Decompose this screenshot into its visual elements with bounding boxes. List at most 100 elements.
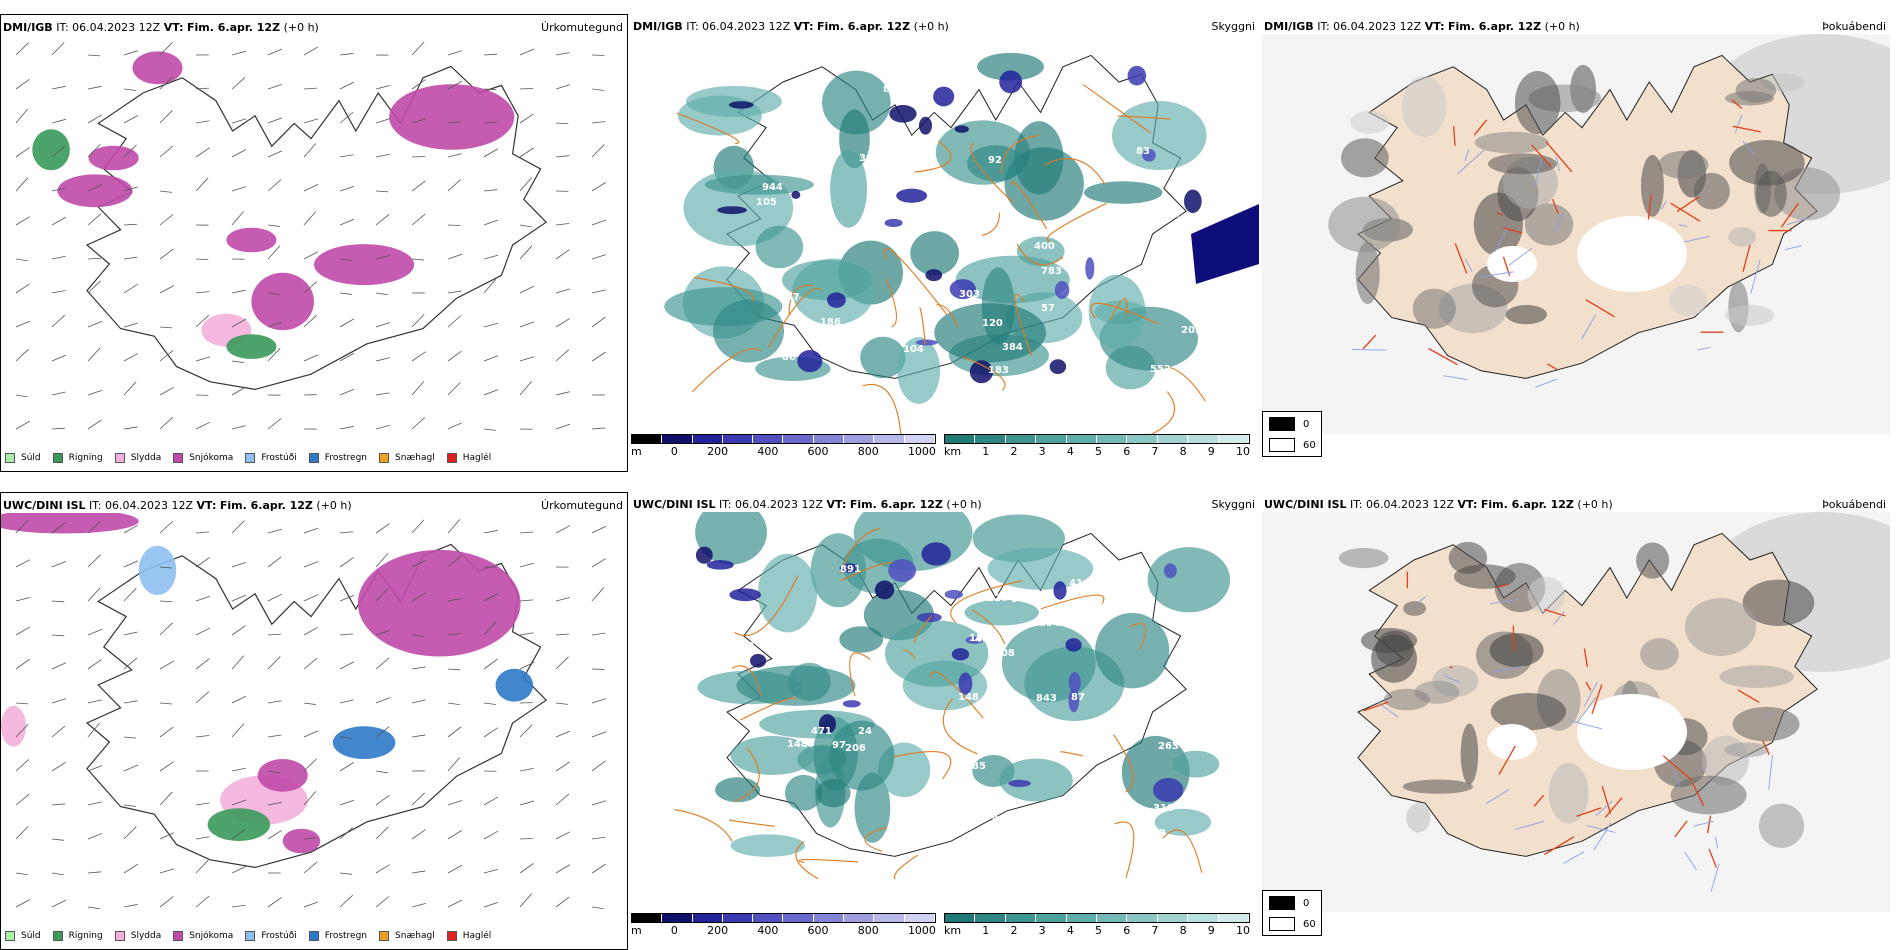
wind-barb xyxy=(375,118,391,124)
wind-barb xyxy=(51,354,67,362)
color-step xyxy=(632,435,663,443)
wind-barb xyxy=(447,253,463,260)
wind-barb xyxy=(159,42,173,56)
wind-barb xyxy=(519,767,534,772)
height-scale-bottom: m 0 200 400 600 800 1000 xyxy=(631,913,936,937)
cloud-base-label: 40 xyxy=(975,634,989,645)
wind-barb xyxy=(159,566,173,569)
cloud-base-label: 98 xyxy=(740,641,754,652)
wind-barb xyxy=(51,600,65,603)
road-line xyxy=(1583,648,1589,668)
wind-barb xyxy=(303,626,319,636)
low-visibility-area xyxy=(964,599,1039,626)
wind-barb xyxy=(519,48,535,56)
wind-barb xyxy=(483,389,499,396)
wind-barb xyxy=(267,734,282,738)
wind-barb xyxy=(267,528,282,534)
wind-barb xyxy=(519,724,533,738)
wind-barb xyxy=(519,113,534,124)
river-line xyxy=(1535,378,1558,388)
wind-barb xyxy=(267,150,283,158)
wind-barb xyxy=(51,41,65,56)
road-line xyxy=(1449,666,1453,669)
wind-barb xyxy=(519,562,534,568)
legend-label: Frostregn xyxy=(324,931,368,941)
road-line xyxy=(1708,848,1717,868)
wind-barb xyxy=(267,179,282,192)
wind-barb xyxy=(267,700,282,704)
wind-barb xyxy=(447,315,462,328)
forecast-offset: (+0 h) xyxy=(946,498,982,511)
wind-barb xyxy=(15,702,29,705)
color-step xyxy=(904,914,935,922)
wind-barb xyxy=(15,559,31,568)
precip-area xyxy=(226,334,277,359)
wind-barb xyxy=(591,351,606,362)
color-step xyxy=(692,435,723,443)
wind-barb xyxy=(123,587,137,602)
wind-barb xyxy=(159,868,174,874)
cloud-base-label: 80 xyxy=(1166,209,1180,220)
wind-barb xyxy=(51,85,66,90)
legend-swatch xyxy=(446,931,457,941)
road-line xyxy=(1016,243,1064,266)
cloud-base-label: 183 xyxy=(988,365,1009,376)
low-visibility-area xyxy=(784,774,823,811)
wind-barb xyxy=(159,761,174,772)
vt-value: Fim. 6.apr. 12Z xyxy=(849,498,943,511)
legend-item: Slydda xyxy=(114,453,161,463)
road-line xyxy=(885,278,898,328)
low-visibility-area xyxy=(1154,808,1212,836)
road-line xyxy=(1691,781,1705,807)
low-visibility-area xyxy=(781,260,873,301)
wind-barb xyxy=(123,144,137,158)
cloud-base-label: 93 xyxy=(1075,333,1089,344)
wind-barb xyxy=(519,661,535,670)
panel-header: DMI/IGB IT: 06.04.2023 12Z VT: Fim. 6.ap… xyxy=(633,20,1255,34)
wind-barb xyxy=(231,77,246,90)
wind-barb xyxy=(87,722,100,738)
cloud-base-label: 60 xyxy=(934,288,948,299)
road-line xyxy=(733,747,760,803)
scale-tick-label: 5 xyxy=(1095,445,1103,458)
cloud-base-label: 301 xyxy=(859,153,880,164)
wind-barb xyxy=(15,658,30,670)
fog-area xyxy=(1735,77,1777,103)
wind-barb xyxy=(15,723,29,738)
cloud-base-label: 41 xyxy=(1069,578,1083,589)
cloud-base-area xyxy=(1049,359,1067,375)
road-line xyxy=(676,112,740,145)
wind-barb xyxy=(411,180,426,192)
low-visibility-area xyxy=(816,778,851,808)
wind-barb xyxy=(123,353,139,362)
low-visibility-area xyxy=(860,336,906,379)
precip-map xyxy=(1,513,627,923)
vt-value: Fim. 6.apr. 12Z xyxy=(1480,498,1574,511)
road-line xyxy=(1090,302,1160,325)
road-line xyxy=(864,826,887,852)
river-line xyxy=(1710,863,1720,892)
color-step xyxy=(975,435,1006,443)
wind-barb xyxy=(231,655,245,670)
wind-barb xyxy=(51,634,65,637)
wind-barb xyxy=(87,85,102,90)
wind-barb xyxy=(123,50,139,56)
map-background xyxy=(1,513,627,923)
fog-legend-swatch xyxy=(1269,417,1295,431)
low-visibility-area xyxy=(685,85,782,117)
precip-panel-bottom: UWC/DINI ISL IT: 06.04.2023 12Z VT: Fim.… xyxy=(0,492,628,950)
road-line xyxy=(729,819,775,827)
wind-barb xyxy=(87,280,101,294)
cloud-base-area xyxy=(888,559,917,582)
model-source: UWC/DINI ISL xyxy=(633,498,716,511)
wind-barb xyxy=(51,255,66,260)
wind-barb xyxy=(195,291,210,294)
color-step xyxy=(1066,914,1098,922)
fog-area xyxy=(1719,665,1794,689)
road-line xyxy=(1742,244,1751,273)
cloud-base-area xyxy=(965,636,984,644)
wind-barb xyxy=(339,661,355,670)
wind-barb xyxy=(555,349,570,362)
legend-swatch xyxy=(173,931,184,941)
wind-barb xyxy=(123,826,137,840)
